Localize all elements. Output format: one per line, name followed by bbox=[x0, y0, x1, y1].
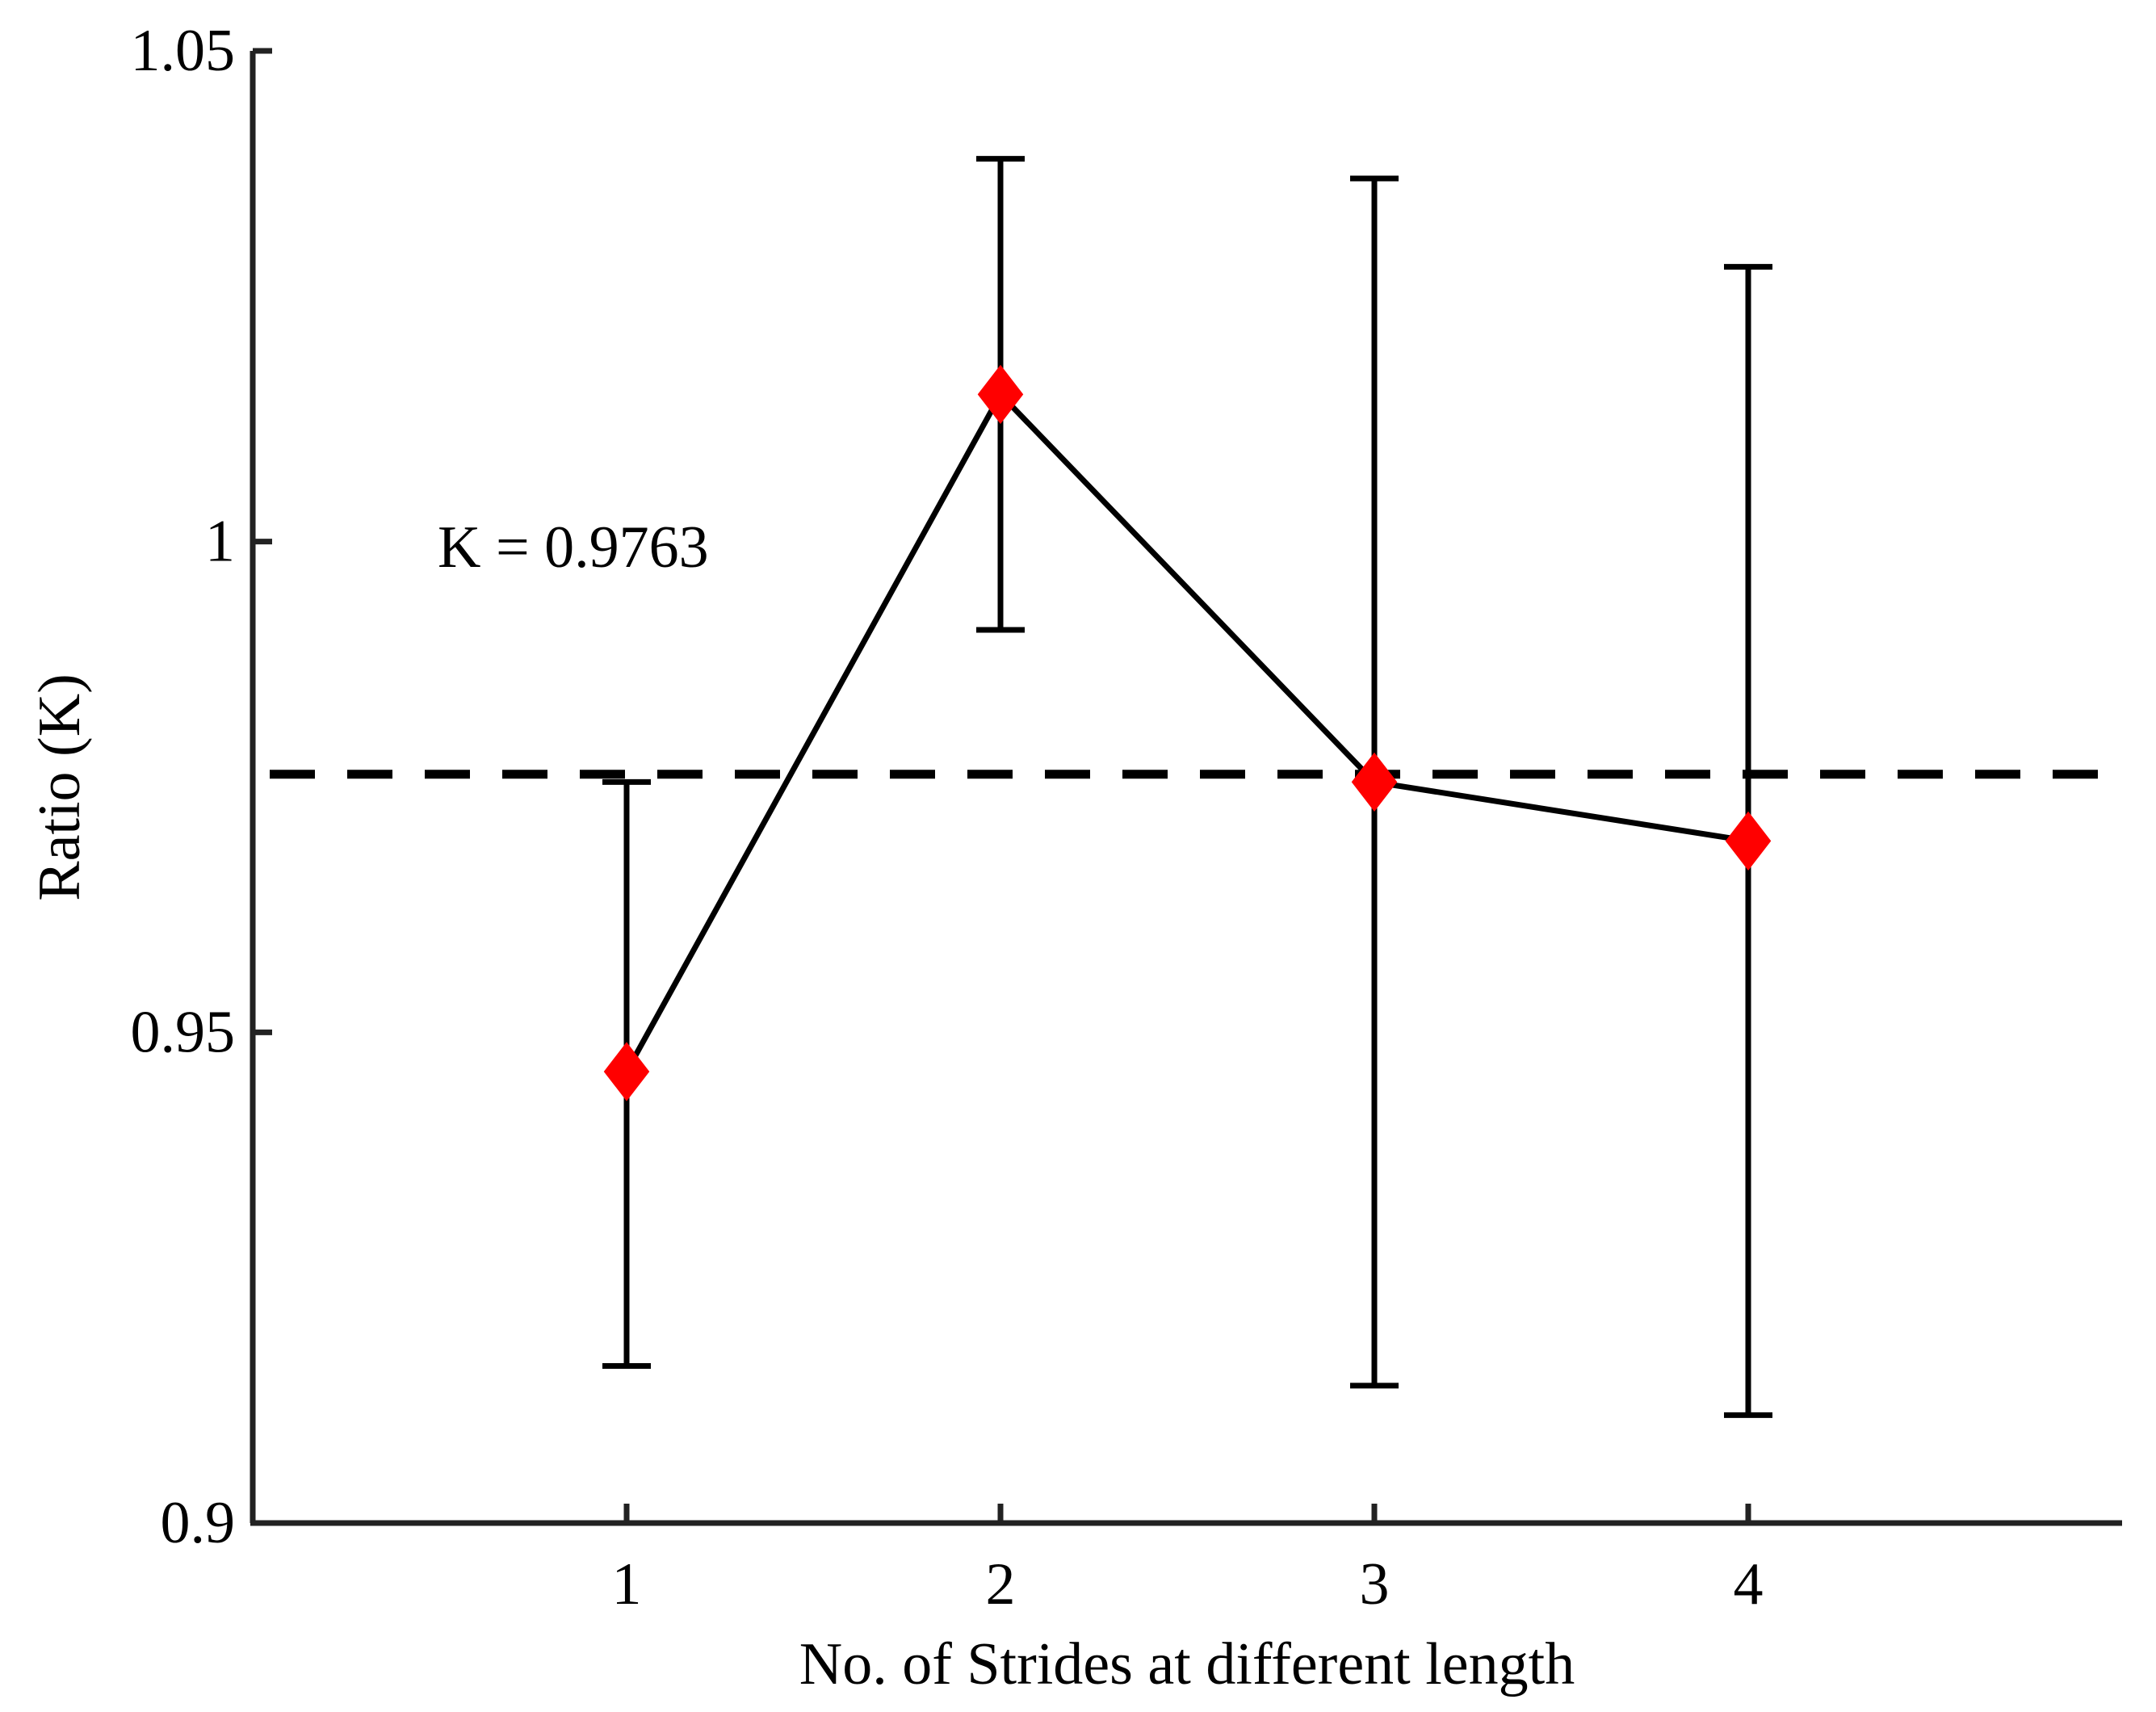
data-point-marker bbox=[1351, 752, 1398, 812]
x-tick-label: 1 bbox=[612, 1551, 642, 1618]
y-axis-title: Ratio (K) bbox=[27, 673, 93, 901]
y-tick-label: 1.05 bbox=[131, 18, 236, 84]
axes: 0.9 0.95 1 1.05 1 2 3 4 bbox=[131, 18, 2122, 1618]
y-tick-label: 1 bbox=[205, 509, 235, 575]
y-ticks: 0.9 0.95 1 1.05 bbox=[131, 18, 272, 1556]
data-point-marker bbox=[1725, 811, 1772, 871]
x-axis-title: No. of Strides at different length bbox=[799, 1631, 1575, 1697]
k-annotation: K = 0.9763 bbox=[438, 514, 709, 581]
y-tick-label: 0.9 bbox=[161, 1490, 236, 1556]
series-line bbox=[623, 389, 1749, 1073]
y-tick-label: 0.95 bbox=[131, 999, 236, 1065]
x-tick-label: 3 bbox=[1360, 1551, 1390, 1618]
data-point-marker bbox=[977, 364, 1024, 425]
data-point-marker bbox=[603, 1042, 650, 1101]
x-tick-label: 4 bbox=[1734, 1551, 1764, 1618]
plot-marks bbox=[253, 156, 2122, 1418]
x-ticks: 1 2 3 4 bbox=[612, 1504, 1764, 1618]
x-tick-label: 2 bbox=[986, 1551, 1016, 1618]
